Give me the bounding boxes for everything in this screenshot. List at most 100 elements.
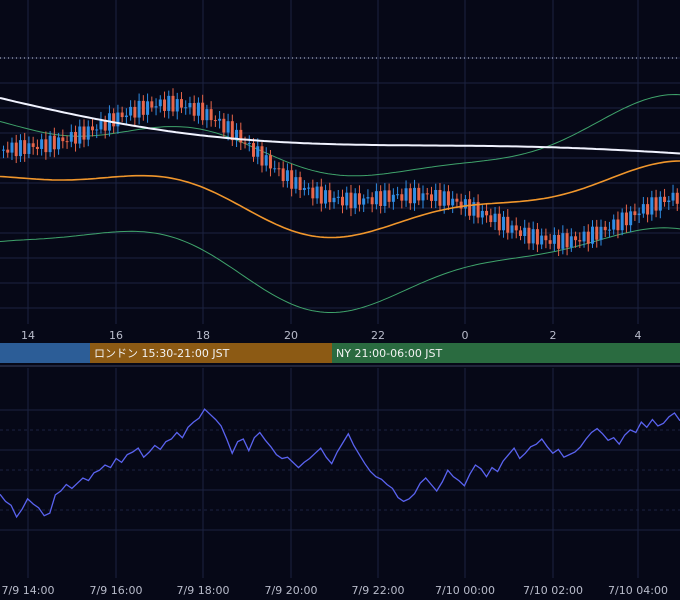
- candle-body: [40, 139, 44, 149]
- x-tick-label: 2: [550, 329, 557, 342]
- candle-body: [133, 106, 137, 118]
- candle-body: [116, 112, 120, 127]
- candle-body: [535, 229, 539, 245]
- candle-body: [480, 210, 484, 218]
- x-tick-label: 20: [284, 329, 298, 342]
- candle-body: [256, 146, 260, 157]
- candle-body: [44, 139, 48, 153]
- candle-body: [624, 212, 628, 226]
- x-tick-label: 7/9 20:00: [265, 584, 318, 597]
- candle-body: [332, 197, 336, 203]
- session-segment: [332, 343, 680, 363]
- candle-body: [179, 99, 183, 108]
- candle-body: [646, 204, 650, 215]
- candle-body: [429, 194, 433, 201]
- candle-body: [612, 219, 616, 230]
- candle-body: [557, 234, 561, 249]
- session-label: ロンドン 15:30-21:00 JST: [94, 347, 230, 360]
- session-bar: ロンドン 15:30-21:00 JST NY 21:00-06:00 JST: [0, 343, 680, 363]
- candle-body: [10, 142, 14, 153]
- candle-body: [379, 191, 383, 206]
- candle-body: [463, 199, 467, 209]
- candle-body: [328, 190, 332, 203]
- candle-body: [387, 190, 391, 202]
- candle-body: [247, 143, 251, 145]
- candle-body: [175, 99, 179, 112]
- x-tick-label: 7/9 18:00: [177, 584, 230, 597]
- candle-body: [620, 212, 624, 231]
- candle-body: [171, 95, 175, 112]
- candle-body: [425, 193, 429, 195]
- candle-body: [192, 103, 196, 116]
- candle-body: [341, 196, 344, 206]
- candle-body: [57, 137, 61, 150]
- candle-body: [86, 126, 90, 140]
- candle-body: [146, 101, 150, 115]
- candle-body: [434, 189, 438, 201]
- candle-body: [48, 135, 52, 153]
- main-x-axis: 14 16 18 20 22 0 2 4: [21, 329, 642, 342]
- candle-body: [90, 126, 94, 131]
- candle-body: [69, 131, 73, 142]
- candle-body: [459, 201, 463, 209]
- candle-body: [675, 192, 679, 204]
- candle-body: [396, 194, 400, 196]
- x-tick-label: 7/9 16:00: [90, 584, 143, 597]
- candle-body: [404, 188, 408, 201]
- candle-body: [540, 235, 544, 245]
- candle-body: [99, 119, 103, 130]
- candle-body: [586, 231, 590, 244]
- candle-body: [667, 200, 671, 203]
- candle-body: [158, 99, 162, 107]
- moving-averages: [0, 97, 680, 239]
- candle-body: [222, 118, 226, 133]
- short-moving-average: [0, 160, 680, 239]
- candle-body: [582, 231, 586, 242]
- candle-body: [281, 168, 285, 182]
- candle-body: [112, 113, 116, 127]
- candlesticks: [2, 88, 679, 256]
- candle-body: [319, 186, 323, 204]
- candle-body: [442, 191, 446, 206]
- candle-body: [324, 190, 328, 204]
- candle-body: [413, 187, 417, 204]
- candle-body: [506, 216, 510, 233]
- candle-body: [154, 106, 158, 108]
- candle-body: [362, 198, 366, 205]
- candle-body: [315, 186, 319, 199]
- candle-body: [671, 192, 675, 201]
- candle-body: [502, 216, 506, 231]
- candle-body: [446, 191, 450, 206]
- x-tick-label: 7/10 00:00: [435, 584, 495, 597]
- candle-body: [209, 109, 213, 121]
- candle-body: [349, 192, 353, 209]
- candle-body: [518, 230, 522, 236]
- candle-body: [345, 192, 349, 206]
- candle-body: [561, 233, 565, 249]
- x-tick-label: 7/9 22:00: [352, 584, 405, 597]
- candle-body: [336, 196, 340, 198]
- candle-body: [65, 141, 69, 143]
- candle-body: [654, 197, 658, 211]
- candle-body: [489, 215, 493, 223]
- x-tick-label: 0: [462, 329, 469, 342]
- candle-body: [205, 109, 209, 121]
- session-label: NY 21:00-06:00 JST: [336, 347, 443, 360]
- x-tick-label: 7/10 02:00: [523, 584, 583, 597]
- candle-body: [578, 240, 582, 242]
- x-tick-label: 7/10 04:00: [608, 584, 668, 597]
- session-segment: [0, 343, 90, 363]
- candle-body: [294, 177, 298, 189]
- candle-body: [285, 170, 289, 182]
- candle-body: [637, 213, 641, 216]
- candle-body: [243, 142, 247, 144]
- candle-body: [150, 101, 154, 108]
- candle-body: [663, 196, 667, 203]
- candle-body: [455, 198, 459, 202]
- candle-body: [476, 202, 480, 218]
- candle-body: [95, 129, 99, 131]
- candle-body: [366, 197, 370, 199]
- candle-body: [400, 194, 404, 201]
- candle-body: [307, 187, 311, 189]
